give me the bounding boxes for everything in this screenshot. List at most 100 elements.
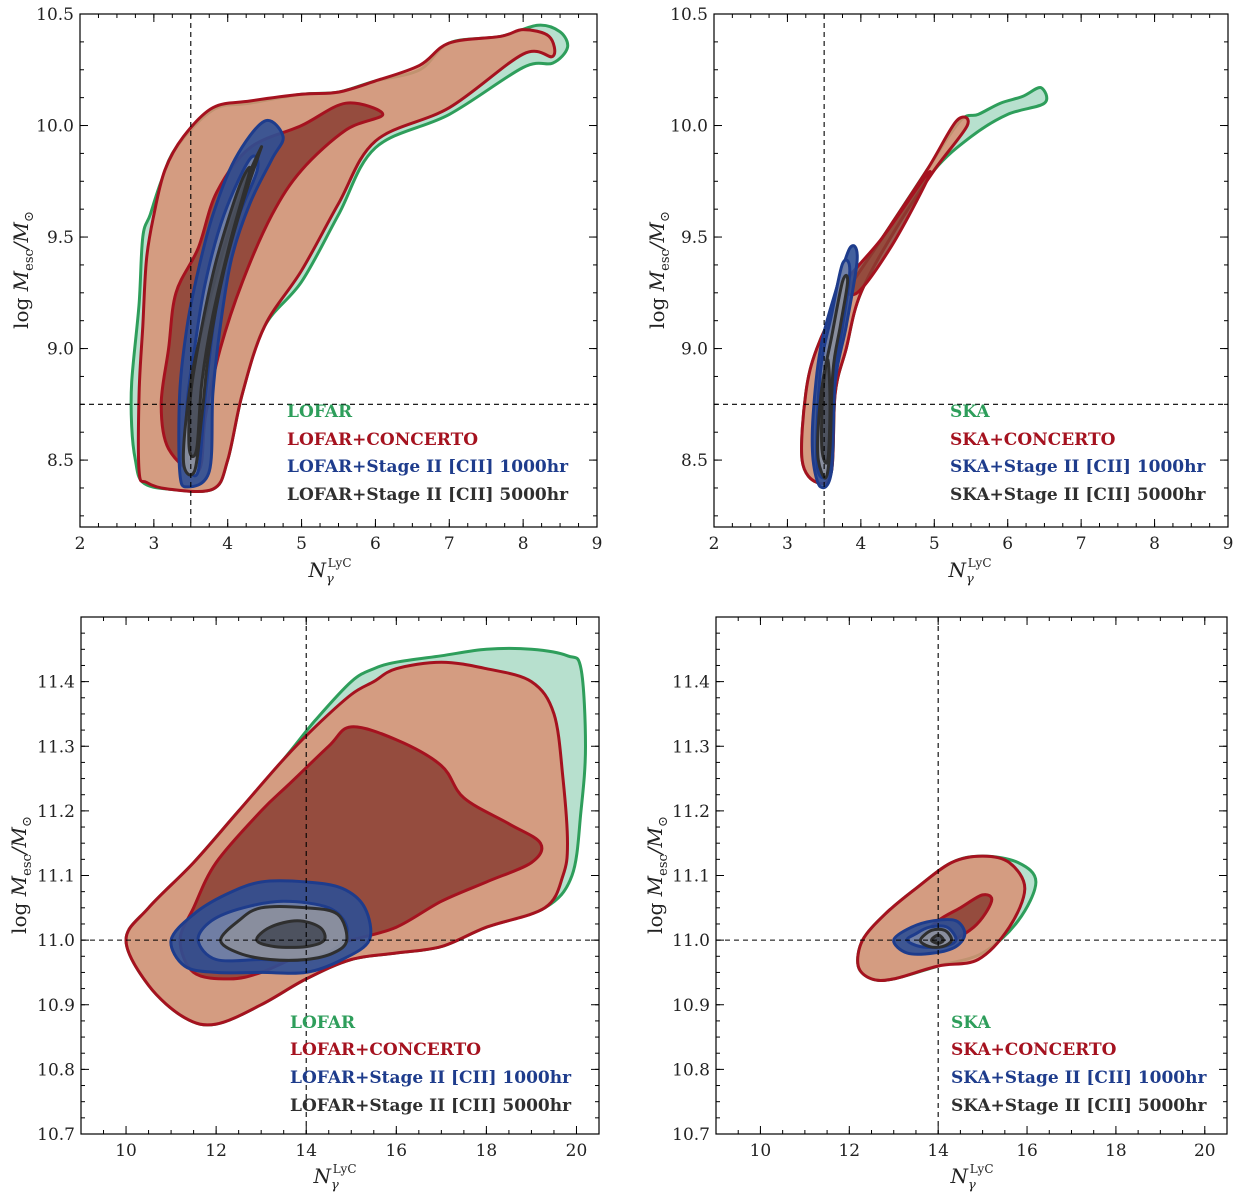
y-tick-label: 10.9 (672, 996, 710, 1016)
y-axis-label-top-right: log Mesc/M⊙ (645, 211, 673, 329)
ticks-top-left: 2 3 4 5 6 7 8 9 8.5 9.0 9.5 10.0 10.5 (36, 5, 602, 554)
y-tick-label: 10.7 (672, 1125, 710, 1145)
x-tick-label: 12 (838, 1141, 860, 1161)
y-tick-label: 9.0 (47, 340, 74, 360)
x-tick-label: 3 (148, 534, 159, 554)
y-tick-label: 11.3 (672, 737, 710, 757)
x-tick-label: 4 (222, 534, 233, 554)
panel-bottom-right: 10 12 14 16 18 20 10.7 10.8 10.9 11.0 11.1 11.2 11.3… (643, 616, 1228, 1193)
panel-top-left: 2 3 4 5 6 7 8 9 8.5 9.0 9.5 10.0 10.5 LOFAR LOFAR+CO… (9, 5, 602, 587)
ticks-bottom-right: 10 12 14 16 18 20 10.7 10.8 10.9 11.0 11.1 11.2 11.3… (672, 616, 1228, 1161)
x-axis-label-bottom-right: NγLyC (950, 1162, 994, 1193)
legend-top-left: LOFAR LOFAR+CONCERTO LOFAR+Stage II [CII… (287, 402, 569, 505)
x-axis-label-top-right: NγLyC (948, 556, 992, 587)
y-tick-label: 9.0 (681, 340, 708, 360)
legend-ska-stage2-1000hr: SKA+Stage II [CII] 1000hr (951, 1068, 1208, 1088)
y-tick-label: 11.0 (37, 931, 75, 951)
x-tick-label: 9 (592, 534, 603, 554)
x-tick-label: 8 (518, 534, 529, 554)
legend-lofar-stage2-1000hr: LOFAR+Stage II [CII] 1000hr (290, 1068, 572, 1088)
ticks-bottom-left: 10 12 14 16 18 20 10.7 10.8 10.9 11.0 11.1 11.2 11.3… (37, 616, 600, 1161)
y-tick-label: 10.0 (36, 117, 74, 137)
x-tick-label: 10 (750, 1141, 772, 1161)
contours-bottom-left (124, 646, 587, 1027)
contour-lofar-stage-ii-cii-5000hr-inner (187, 165, 252, 459)
y-axis-label-top-left: log Mesc/M⊙ (9, 211, 37, 329)
x-tick-label: 7 (1076, 534, 1087, 554)
y-tick-label: 10.7 (37, 1125, 75, 1145)
x-tick-label: 7 (444, 534, 455, 554)
x-tick-label: 14 (927, 1141, 949, 1161)
x-tick-label: 14 (295, 1141, 317, 1161)
y-tick-label: 9.5 (47, 228, 74, 248)
legend-lofar-stage2-1000hr: LOFAR+Stage II [CII] 1000hr (287, 457, 569, 477)
y-tick-label: 9.5 (681, 228, 708, 248)
x-tick-label: 6 (1002, 534, 1013, 554)
y-tick-label: 10.5 (36, 5, 74, 25)
x-tick-label: 2 (709, 534, 720, 554)
x-tick-label: 3 (782, 534, 793, 554)
x-tick-label: 20 (1194, 1141, 1216, 1161)
y-tick-label: 10.8 (37, 1060, 75, 1080)
y-tick-label: 10.9 (37, 996, 75, 1016)
y-tick-label: 10.5 (670, 5, 708, 25)
reference-lines-top-right (714, 14, 1228, 527)
y-tick-label: 11.0 (672, 931, 710, 951)
x-tick-label: 5 (929, 534, 940, 554)
contour-ska-stage-ii-cii-5000hr-inner (930, 933, 945, 945)
legend-lofar-stage2-5000hr: LOFAR+Stage II [CII] 5000hr (287, 485, 569, 505)
contour-ska-concerto-inner (843, 170, 932, 297)
y-tick-label: 10.0 (670, 117, 708, 137)
x-tick-label: 18 (1105, 1141, 1127, 1161)
x-tick-label: 8 (1149, 534, 1160, 554)
contour-lofar-stage-ii-cii-5000hr-inner (255, 919, 327, 949)
reference-lines-top-left (80, 14, 597, 527)
x-tick-label: 4 (855, 534, 866, 554)
legend-ska-concerto: SKA+CONCERTO (951, 1040, 1117, 1060)
x-tick-label: 9 (1223, 534, 1234, 554)
x-tick-label: 5 (296, 534, 307, 554)
y-axis-label-bottom-left: log Mesc/M⊙ (7, 816, 35, 934)
legend-lofar-concerto: LOFAR+CONCERTO (290, 1040, 481, 1060)
ticks-top-right: 2 3 4 5 6 7 8 9 8.5 9.0 9.5 10.0 10.5 (670, 5, 1233, 554)
y-tick-label: 8.5 (47, 451, 74, 471)
panel-top-right: 2 3 4 5 6 7 8 9 8.5 9.0 9.5 10.0 10.5 SKA SKA+CONCER… (645, 5, 1233, 587)
legend-lofar-concerto: LOFAR+CONCERTO (287, 430, 478, 450)
y-tick-label: 11.4 (672, 673, 710, 693)
legend-ska: SKA (951, 1013, 991, 1033)
x-tick-label: 6 (370, 534, 381, 554)
axes-frame-top-right (713, 13, 1229, 528)
reference-lines-bottom-right (716, 617, 1227, 1134)
legend-lofar-stage2-5000hr: LOFAR+Stage II [CII] 5000hr (290, 1096, 572, 1116)
legend-lofar: LOFAR (287, 402, 353, 422)
y-tick-label: 10.8 (672, 1060, 710, 1080)
x-axis-label-bottom-left: NγLyC (313, 1162, 357, 1193)
x-tick-label: 18 (476, 1141, 498, 1161)
y-tick-label: 11.1 (672, 867, 710, 887)
legend-ska-concerto: SKA+CONCERTO (950, 430, 1116, 450)
x-tick-label: 10 (115, 1141, 137, 1161)
legend-bottom-right: SKA SKA+CONCERTO SKA+Stage II [CII] 1000… (951, 1013, 1208, 1116)
legend-top-right: SKA SKA+CONCERTO SKA+Stage II [CII] 1000… (950, 402, 1207, 505)
legend-ska-stage2-1000hr: SKA+Stage II [CII] 1000hr (950, 457, 1207, 477)
x-axis-label-top-left: NγLyC (308, 556, 352, 587)
x-tick-label: 12 (205, 1141, 227, 1161)
panel-bottom-left: 10 12 14 16 18 20 10.7 10.8 10.9 11.0 11.1 11.2 11.3… (7, 616, 600, 1193)
y-tick-label: 11.2 (672, 802, 710, 822)
y-tick-label: 11.2 (37, 802, 75, 822)
y-axis-label-bottom-right: log Mesc/M⊙ (643, 816, 671, 934)
y-tick-label: 11.4 (37, 673, 75, 693)
contours-top-right (800, 86, 1049, 490)
x-tick-label: 20 (566, 1141, 588, 1161)
legend-bottom-left: LOFAR LOFAR+CONCERTO LOFAR+Stage II [CII… (290, 1013, 572, 1116)
x-tick-label: 16 (1016, 1141, 1038, 1161)
x-tick-label: 2 (75, 534, 86, 554)
x-tick-label: 16 (385, 1141, 407, 1161)
y-tick-label: 11.1 (37, 867, 75, 887)
y-tick-label: 11.3 (37, 737, 75, 757)
y-tick-label: 8.5 (681, 451, 708, 471)
legend-lofar: LOFAR (290, 1013, 356, 1033)
legend-ska: SKA (950, 402, 990, 422)
legend-ska-stage2-5000hr: SKA+Stage II [CII] 5000hr (950, 485, 1207, 505)
